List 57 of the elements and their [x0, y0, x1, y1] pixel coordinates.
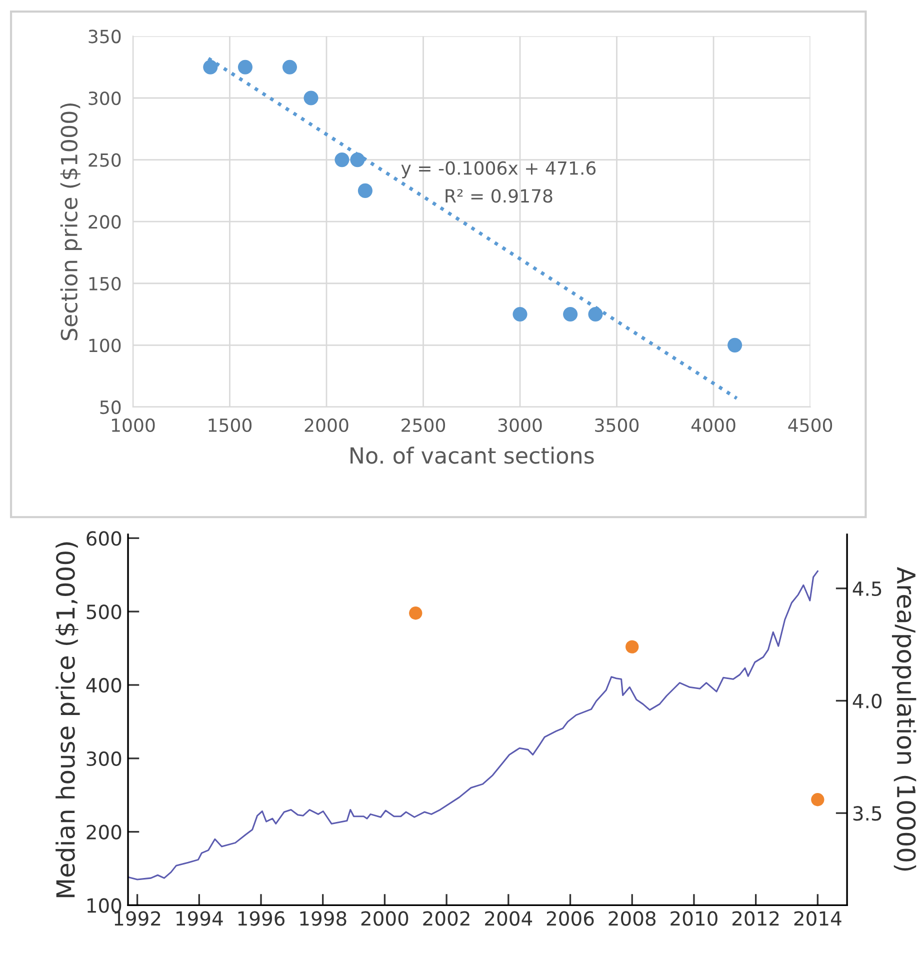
y2-tick-label: 4.5	[852, 582, 882, 596]
y-tick-label: 150	[89, 276, 121, 290]
y-tick-label: 200	[88, 215, 121, 229]
x-axis-title: No. of vacant sections	[350, 446, 594, 464]
point	[811, 793, 824, 806]
x-tick-label: 2000	[304, 418, 348, 432]
y2-tick-label: 3.5	[853, 806, 882, 821]
point	[588, 306, 603, 322]
y-axis-title: Section price ($1000)	[60, 103, 82, 340]
point	[304, 90, 318, 106]
point	[512, 306, 528, 322]
x-tick-label: 1000	[112, 418, 155, 432]
point	[626, 640, 639, 654]
x-tick-label: 4000	[691, 418, 736, 432]
y-tick-label: 300	[86, 751, 122, 766]
y-tick-label: 300	[88, 91, 121, 106]
y-tick-label: 50	[100, 400, 121, 414]
point	[728, 338, 742, 352]
point	[238, 60, 252, 74]
point	[203, 60, 218, 74]
line-series	[128, 570, 818, 880]
y2-tick-label: 4.0	[852, 694, 882, 708]
y-tick-label: 100	[87, 898, 122, 913]
annotation: R² = 0.9178	[446, 189, 552, 203]
annotation: y = -0.1006x + 471.6	[401, 161, 596, 178]
x-tick-label: 1994	[176, 911, 223, 926]
x-tick-label: 1992	[114, 911, 160, 926]
point	[409, 606, 422, 620]
x-tick-label: 2010	[670, 911, 718, 926]
y2-axis-title: Area/population (10000)	[892, 567, 916, 871]
x-tick-label: 3500	[595, 418, 639, 432]
y-tick-label: 200	[86, 824, 122, 840]
y-tick-label: 400	[86, 678, 122, 693]
y-tick-label: 500	[86, 604, 122, 620]
x-tick-label: 2500	[402, 418, 446, 432]
point	[282, 60, 298, 74]
x-tick-label: 1998	[300, 911, 346, 926]
y-tick-label: 600	[86, 531, 122, 546]
point	[334, 152, 350, 168]
x-tick-label: 1996	[238, 911, 285, 926]
x-tick-label: 2006	[546, 911, 594, 926]
y-tick-label: 100	[89, 338, 121, 352]
x-tick-label: 2008	[608, 911, 656, 926]
point	[358, 183, 372, 198]
x-tick-label: 2012	[732, 911, 779, 926]
x-tick-label: 1500	[208, 418, 252, 432]
x-tick-label: 2004	[485, 911, 532, 926]
point	[563, 306, 578, 322]
x-tick-label: 4500	[788, 418, 832, 432]
x-tick-label: 2000	[361, 911, 408, 926]
x-tick-label: 3000	[498, 418, 542, 432]
point	[350, 152, 365, 168]
y-tick-label: 350	[88, 30, 121, 44]
y-tick-label: 250	[88, 153, 121, 167]
x-tick-label: 2002	[423, 911, 470, 926]
x-tick-label: 2014	[794, 911, 842, 926]
y-axis-title: Median house price ($1,000)	[56, 542, 80, 898]
